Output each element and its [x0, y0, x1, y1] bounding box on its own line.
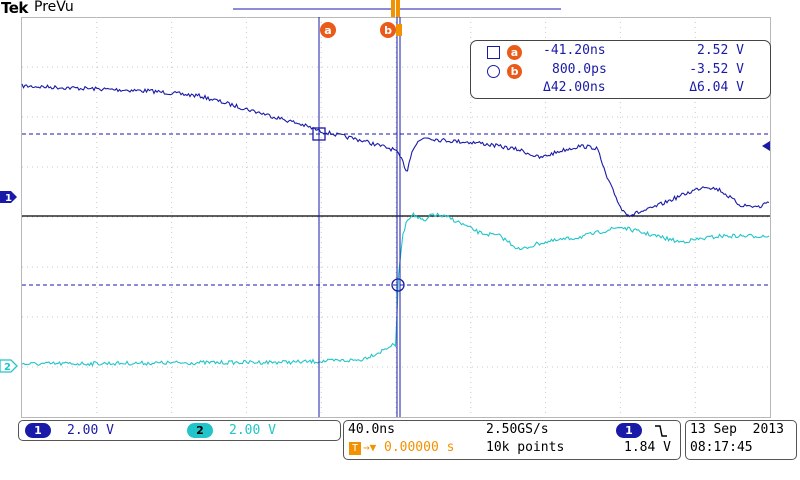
- trigger-level-marker[interactable]: [762, 141, 770, 151]
- trigger-level[interactable]: 1.84 V: [624, 440, 671, 455]
- record-length: 10k points: [486, 440, 565, 455]
- cursor-a-marker: [312, 127, 326, 141]
- channel-1-badge[interactable]: 1: [25, 423, 51, 438]
- cursor-a-voltage: 2.52 V: [697, 43, 744, 58]
- sample-rate: 2.50GS/s: [486, 422, 549, 437]
- svg-text:b: b: [384, 24, 392, 37]
- cursor-b-badge: b: [507, 64, 522, 79]
- svg-text:a: a: [324, 24, 331, 37]
- cursor-b-voltage: -3.52 V: [689, 62, 744, 77]
- square-cursor-icon: [487, 46, 500, 59]
- channel-1-scale[interactable]: 2.00 V: [67, 423, 114, 438]
- cursor-a-tag[interactable]: a: [320, 22, 336, 38]
- channel-2-trace: [21, 211, 770, 367]
- channel-1-trace: [21, 83, 770, 218]
- cursor-b-row: b 800.0ps -3.52 V: [471, 62, 770, 80]
- svg-text:1: 1: [5, 193, 12, 204]
- trigger-position-icon: T: [349, 442, 361, 455]
- vertical-settings-panel[interactable]: 1 2.00 V 2 2.00 V: [18, 420, 341, 441]
- channel-2-badge[interactable]: 2: [187, 423, 213, 438]
- brand-logo: Tek: [1, 0, 28, 17]
- cursor-a-badge: a: [507, 45, 522, 60]
- delta-voltage: Δ6.04 V: [689, 80, 744, 95]
- cursor-b-marker: [391, 278, 405, 292]
- cursor-a-row: a -41.20ns 2.52 V: [471, 43, 770, 61]
- cursor-readout-panel: a -41.20ns 2.52 V b 800.0ps -3.52 V Δ42.…: [470, 40, 771, 99]
- cursor-a-time: -41.20ns: [543, 43, 606, 58]
- date-time-panel: 13 Sep 2013 08:17:45: [685, 420, 797, 460]
- svg-text:2: 2: [4, 362, 11, 373]
- graticule-grid: [22, 17, 770, 417]
- position-arrow-icon: →▼: [363, 441, 377, 454]
- acquisition-state: PreVu: [34, 0, 74, 15]
- delta-time: Δ42.00ns: [543, 80, 606, 95]
- cursor-b-time: 800.0ps: [552, 62, 607, 77]
- channel-2-ground-marker[interactable]: 2: [0, 359, 18, 373]
- channel-1-ground-marker[interactable]: 1: [0, 191, 17, 204]
- date: 13 Sep 2013: [690, 422, 784, 437]
- channel-2-scale[interactable]: 2.00 V: [229, 423, 276, 438]
- horizontal-position[interactable]: 0.00000 s: [384, 440, 455, 455]
- record-position-indicator[interactable]: [233, 0, 561, 17]
- circle-cursor-icon: [487, 65, 500, 78]
- cursor-b-tag[interactable]: b: [380, 22, 402, 38]
- falling-edge-icon: [655, 425, 667, 437]
- cursor-delta-row: Δ42.00ns Δ6.04 V: [471, 80, 770, 98]
- timebase-trigger-panel[interactable]: 40.0ns 2.50GS/s 1 T →▼ 0.00000 s 10k poi…: [343, 420, 681, 460]
- timebase-scale[interactable]: 40.0ns: [348, 422, 395, 437]
- trigger-source-badge[interactable]: 1: [616, 423, 642, 438]
- time: 08:17:45: [690, 440, 753, 455]
